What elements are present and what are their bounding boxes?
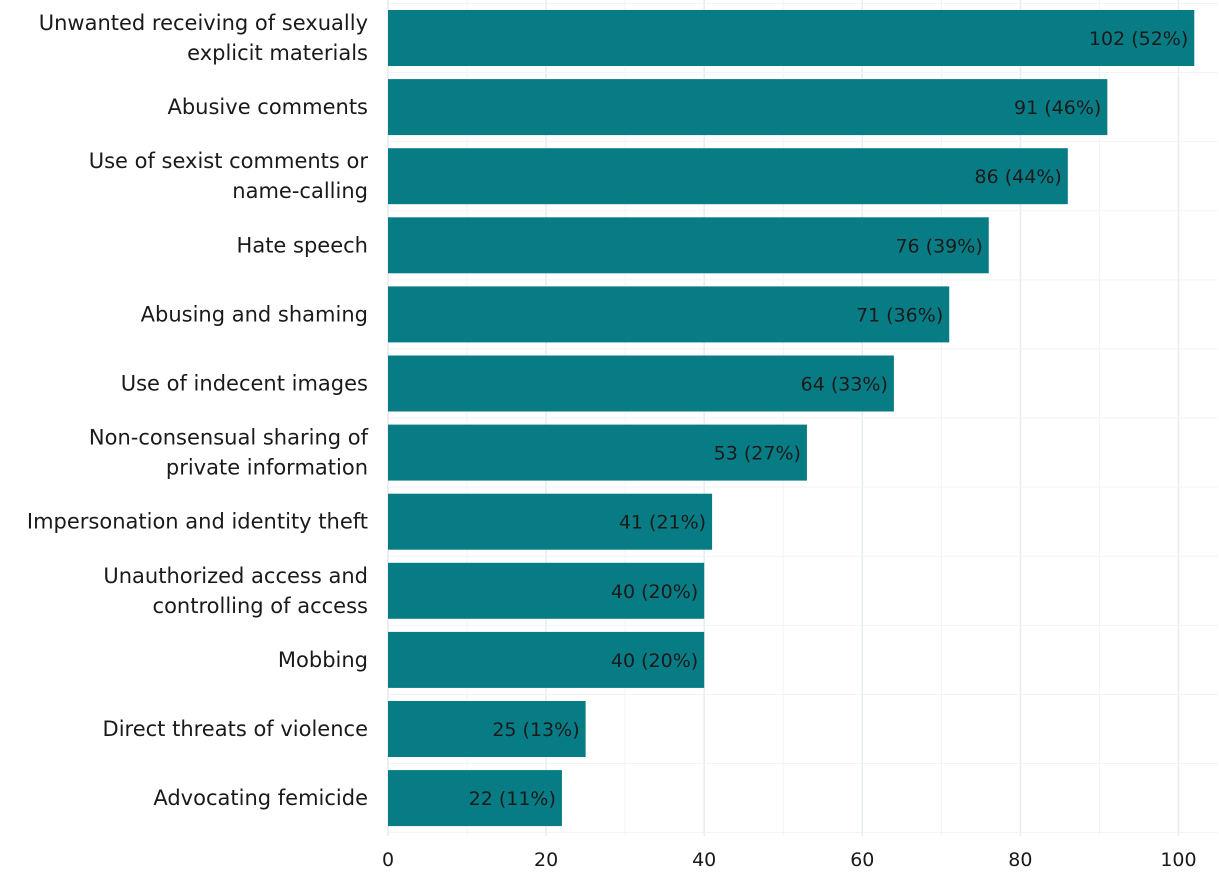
category-label-line: Use of sexist comments or <box>89 149 369 173</box>
bar-value-label: 91 (46%) <box>1014 97 1101 119</box>
bar <box>388 770 562 827</box>
category-label: Use of sexist comments or name-calling <box>89 149 369 203</box>
bar-value-label: 86 (44%) <box>975 166 1062 188</box>
category-label-line: Unwanted receiving of sexually <box>39 11 368 35</box>
category-label-line: controlling of access <box>153 594 368 618</box>
category-label-line: Advocating femicide <box>153 786 368 810</box>
x-tick-label: 80 <box>1008 849 1032 871</box>
category-label: Direct threats of violence <box>103 717 368 741</box>
x-tick-label: 40 <box>692 849 716 871</box>
bar-value-label: 40 (20%) <box>611 650 698 672</box>
x-tick-label: 0 <box>382 849 394 871</box>
bar <box>388 148 1068 205</box>
category-label: Unwanted receiving of sexually explicit m… <box>39 11 368 65</box>
category-label-line: Mobbing <box>278 648 368 672</box>
category-label-line: Use of indecent images <box>121 372 368 396</box>
bar-value-label: 53 (27%) <box>714 443 801 465</box>
x-axis-ticks: 0 20 40 60 80 100 <box>382 849 1197 871</box>
category-label-line: private information <box>166 456 368 480</box>
category-label-line: explicit materials <box>187 41 368 65</box>
bar-value-label: 76 (39%) <box>895 235 982 257</box>
category-label: Abusive comments <box>167 95 368 119</box>
category-label-line: Unauthorized access and <box>103 564 368 588</box>
bar <box>388 217 989 274</box>
category-label: Mobbing <box>278 648 368 672</box>
category-label: Unauthorized access and controlling of ac… <box>103 564 368 618</box>
category-label-line: Abusive comments <box>167 95 368 119</box>
bar <box>388 562 705 619</box>
bar <box>388 355 894 412</box>
bar-value-label: 41 (21%) <box>619 512 706 534</box>
category-label: Hate speech <box>237 233 368 257</box>
category-label-line: Abusing and shaming <box>141 302 368 326</box>
category-labels: Unwanted receiving of sexually explicit m… <box>27 11 369 810</box>
bar <box>388 493 713 550</box>
bar-value-label: 71 (36%) <box>856 304 943 326</box>
category-label: Advocating femicide <box>153 786 368 810</box>
category-label: Use of indecent images <box>121 372 368 396</box>
grid <box>387 0 1218 836</box>
category-label: Impersonation and identity theft <box>27 510 368 534</box>
bar-value-label: 102 (52%) <box>1089 28 1188 50</box>
bar-labels: 102 (52%) 91 (46%) 86 (44%) 76 (39%) 71 (36%… <box>469 28 1189 810</box>
bar <box>388 10 1195 66</box>
category-label-line: Direct threats of violence <box>103 717 368 741</box>
category-label-line: Non-consensual sharing of <box>89 426 369 450</box>
bar <box>388 631 705 688</box>
x-tick-label: 60 <box>850 849 874 871</box>
category-label-line: Hate speech <box>237 233 368 257</box>
bar-value-label: 40 (20%) <box>611 581 698 603</box>
bar-value-label: 22 (11%) <box>469 788 556 810</box>
bars <box>388 10 1195 827</box>
x-tick-label: 20 <box>534 849 558 871</box>
category-label-line: name-calling <box>232 179 368 203</box>
bar <box>388 79 1108 136</box>
x-tick-label: 100 <box>1160 849 1196 871</box>
category-label-line: Impersonation and identity theft <box>27 510 368 534</box>
bar <box>388 701 586 757</box>
bar-value-label: 25 (13%) <box>492 719 579 741</box>
bar-value-label: 64 (33%) <box>801 374 888 396</box>
category-label: Non-consensual sharing of private informa… <box>89 426 369 480</box>
category-label: Abusing and shaming <box>141 302 368 326</box>
bar <box>388 286 950 343</box>
bar <box>388 424 807 481</box>
